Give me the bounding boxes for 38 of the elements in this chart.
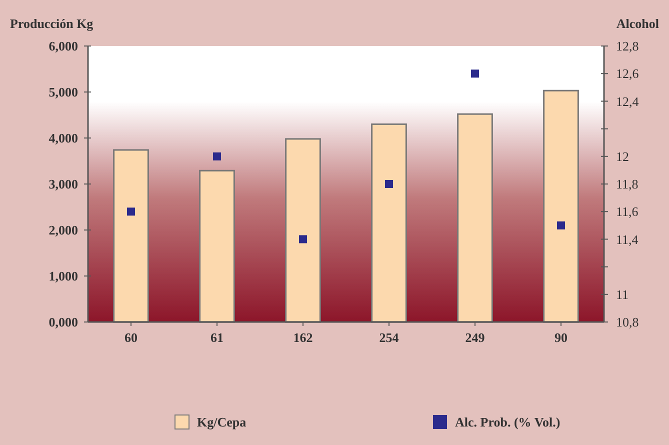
- bar: [543, 90, 579, 323]
- point: [213, 152, 221, 160]
- point: [127, 208, 135, 216]
- y2-tick-label: 11,6: [616, 204, 639, 220]
- y-tick-label: 1,000: [48, 268, 78, 284]
- y2-tick-label: 12,6: [616, 66, 640, 82]
- x-tick-label: 90: [554, 330, 568, 345]
- y2-tick-label: 12: [616, 148, 629, 164]
- point: [557, 221, 565, 230]
- y-tick-label: 4,000: [48, 130, 78, 146]
- bar: [285, 138, 321, 323]
- y2-tick-label: 11,4: [616, 232, 639, 247]
- y2-tick-label: 12,8: [616, 38, 639, 54]
- x-tick-label: 61: [210, 330, 224, 345]
- y2-tick-label: 11,8: [616, 176, 638, 192]
- y-tick-label: 5,000: [48, 84, 78, 100]
- y2-tick-label: 11: [616, 286, 629, 302]
- bar: [371, 123, 407, 323]
- bar: [457, 113, 493, 323]
- x-tick-label: 60: [124, 330, 138, 345]
- y-tick-label: 2,000: [48, 222, 78, 238]
- y2-tick-label: 10,8: [616, 314, 639, 330]
- y2-axis-title: Alcohol: [616, 16, 660, 31]
- point: [385, 180, 393, 188]
- x-tick-label: 249: [465, 330, 486, 345]
- bar: [199, 170, 235, 323]
- y-axis-title: Producción Kg: [10, 16, 94, 31]
- legend-label: Alc. Prob. (% Vol.): [455, 414, 560, 430]
- y-tick-label: 3,000: [48, 176, 78, 192]
- legend-label: Kg/Cepa: [197, 414, 247, 430]
- y-tick-label: 6,000: [48, 38, 78, 54]
- y2-tick-label: 12,4: [616, 94, 640, 109]
- point: [471, 70, 479, 78]
- x-tick-label: 254: [379, 330, 400, 345]
- bar: [113, 149, 149, 323]
- point: [299, 235, 307, 244]
- y-tick-label: 0,000: [48, 314, 78, 330]
- x-tick-label: 162: [293, 330, 313, 345]
